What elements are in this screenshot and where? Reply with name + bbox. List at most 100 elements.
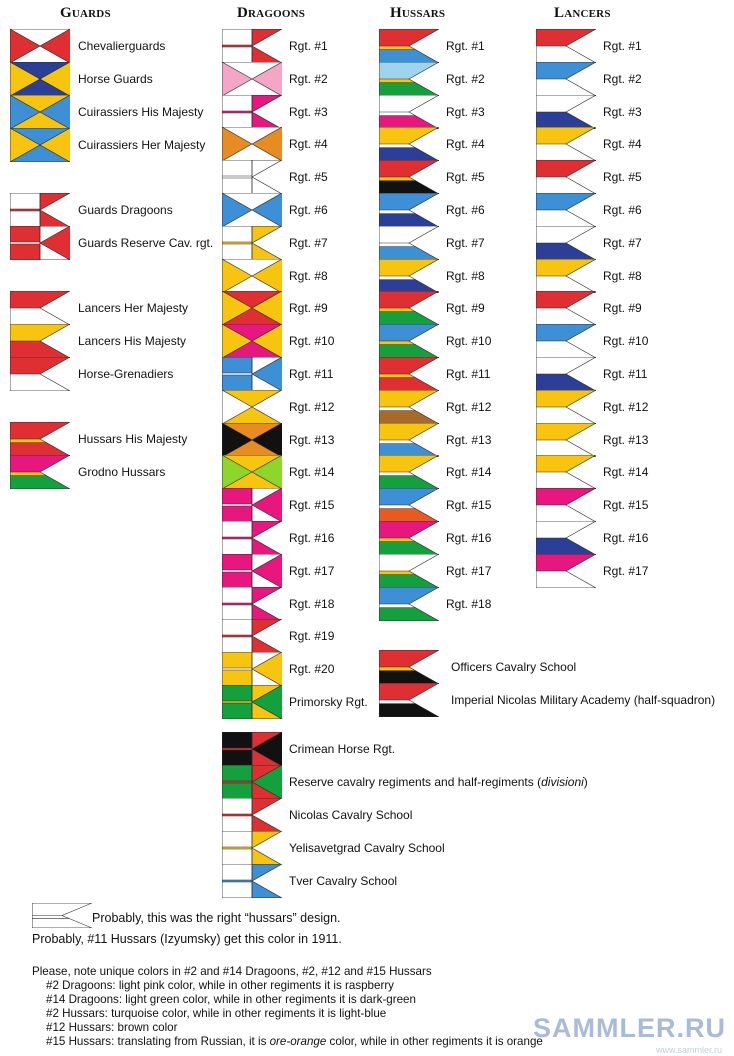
dragoons-rgt-7-flag: [221, 225, 284, 261]
lancers-rgt-17-label: Rgt. #17: [603, 563, 649, 578]
lancers-rgt-15-flag: [535, 487, 597, 523]
guards-guards-dragoons-label: Guards Dragoons: [78, 203, 173, 217]
guards-guards-reserve-cav-rgt-label: Guards Reserve Cav. rgt.: [78, 236, 214, 250]
note-line-6: #12 Hussars: brown color: [46, 1021, 178, 1034]
dragoons-rgt-4-label: Rgt. #4: [289, 137, 328, 152]
dragoons-primorsky-rgt-flag: [221, 684, 284, 720]
header-lancers: Lancers: [554, 5, 611, 21]
lancers-rgt-8-flag: [535, 258, 597, 293]
hussars-rgt-4-label: Rgt. #4: [446, 137, 485, 152]
guards-guards-reserve-cav-rgt-flag: [9, 225, 72, 261]
dragoons-tver-cavalry-school-flag: [221, 863, 284, 899]
header-guards: Guards: [60, 5, 111, 21]
hussars-rgt-11-flag: [378, 356, 440, 392]
note-line-4: #14 Dragoons: light green color, while i…: [46, 993, 416, 1006]
dragoons-rgt-18-label: Rgt. #18: [289, 596, 335, 611]
dragoons-primorsky-rgt-label: Primorsky Rgt.: [289, 695, 368, 709]
guards-cuirassiers-her-majesty-label: Cuirassiers Her Majesty: [78, 138, 206, 152]
dragoons-rgt-17-flag: [221, 553, 284, 589]
lancers-rgt-9-label: Rgt. #9: [603, 301, 642, 316]
guards-cuirassiers-her-majesty-flag: [9, 127, 71, 163]
lancers-rgt-14-label: Rgt. #14: [603, 465, 649, 480]
note-line-5: #2 Hussars: turquoise color, while in ot…: [46, 1007, 387, 1020]
lancers-rgt-4-label: Rgt. #4: [603, 137, 642, 152]
dragoons-rgt-6-label: Rgt. #6: [289, 203, 328, 217]
lancers-rgt-1-flag: [535, 28, 597, 64]
guards-chevalierguards-label: Chevalierguards: [78, 39, 166, 53]
dragoons-rgt-14-flag: [221, 454, 283, 490]
dragoons-nicolas-cavalry-school-flag: [221, 797, 284, 833]
dragoons-rgt-13-label: Rgt. #13: [289, 432, 335, 447]
dragoons-rgt-4-flag: [221, 126, 283, 162]
guards-lancers-her-majesty-label: Lancers Her Majesty: [78, 301, 189, 315]
dragoons-rgt-8-label: Rgt. #8: [289, 268, 328, 283]
hussars-rgt-14-flag: [378, 454, 440, 490]
guards-horse-guards-flag: [9, 61, 71, 97]
dragoons-crimean-horse-rgt-flag: [221, 731, 284, 767]
lancers-rgt-6-flag: [535, 192, 597, 228]
lancers-rgt-4-flag: [535, 126, 597, 162]
note-line-2: Please, note unique colors in #2 and #14…: [32, 965, 432, 978]
hussars-rgt-9-flag: [378, 290, 440, 326]
lancers-rgt-16-label: Rgt. #16: [603, 531, 649, 545]
dragoons-rgt-10-flag: [221, 323, 283, 359]
dragoons-rgt-17-label: Rgt. #17: [289, 563, 335, 578]
hussars-rgt-1-label: Rgt. #1: [446, 39, 485, 53]
guards-cuirassiers-his-majesty-label: Cuirassiers His Majesty: [78, 105, 204, 119]
lancers-rgt-11-flag: [535, 356, 597, 392]
hussars-rgt-8-label: Rgt. #8: [446, 268, 485, 283]
lancers-rgt-7-label: Rgt. #7: [603, 235, 642, 250]
hussars-rgt-13-label: Rgt. #13: [446, 432, 492, 447]
hussars-rgt-1-flag: [378, 28, 440, 64]
hussars-rgt-2-label: Rgt. #2: [446, 71, 485, 86]
guards-lancers-her-majesty-flag: [9, 290, 71, 326]
dragoons-rgt-16-flag: [221, 520, 284, 556]
hussars-imperial-nicolas-military-academy-half-squadron-flag: [378, 682, 440, 718]
hussars-rgt-6-label: Rgt. #6: [446, 203, 485, 217]
dragoons-rgt-15-flag: [221, 487, 284, 523]
dragoons-rgt-5-label: Rgt. #5: [289, 170, 328, 185]
lancers-rgt-7-flag: [535, 225, 597, 261]
lancers-rgt-2-label: Rgt. #2: [603, 71, 642, 86]
lancers-rgt-12-label: Rgt. #12: [603, 399, 649, 414]
lancers-rgt-13-flag: [535, 422, 597, 457]
hussars-rgt-4-flag: [378, 126, 440, 162]
watermark: SAMMLER.RU: [533, 1013, 726, 1043]
guards-lancers-his-majesty-label: Lancers His Majesty: [78, 334, 187, 348]
legend-sample-label: Probably, this was the right “hussars” d…: [92, 911, 341, 925]
lancers-rgt-17-flag: [535, 553, 597, 589]
dragoons-rgt-11-label: Rgt. #11: [289, 367, 334, 381]
hussars-rgt-17-label: Rgt. #17: [446, 563, 492, 578]
hussars-rgt-17-flag: [378, 553, 440, 589]
dragoons-rgt-10-label: Rgt. #10: [289, 334, 335, 349]
dragoons-rgt-15-label: Rgt. #15: [289, 498, 335, 513]
note-line-3: #2 Dragoons: light pink color, while in …: [46, 979, 394, 992]
lancers-rgt-3-flag: [535, 94, 597, 129]
lancers-rgt-12-flag: [535, 389, 597, 425]
dragoons-rgt-20-label: Rgt. #20: [289, 662, 335, 677]
dragoons-rgt-12-flag: [221, 389, 283, 425]
guards-guards-dragoons-flag: [9, 192, 72, 228]
guards-hussars-his-majesty-flag: [9, 421, 71, 457]
lancers-rgt-6-label: Rgt. #6: [603, 203, 642, 217]
lancers-rgt-11-label: Rgt. #11: [603, 367, 648, 381]
lancers-rgt-15-label: Rgt. #15: [603, 498, 649, 513]
guards-horse-grenadiers-flag: [9, 356, 71, 392]
dragoons-rgt-1-flag: [221, 28, 284, 64]
lancers-rgt-14-flag: [535, 454, 597, 490]
dragoons-rgt-2-flag: [221, 61, 283, 97]
hussars-rgt-10-label: Rgt. #10: [446, 334, 492, 349]
hussars-rgt-14-label: Rgt. #14: [446, 465, 492, 480]
lancers-rgt-8-label: Rgt. #8: [603, 268, 642, 283]
dragoons-yelisavetgrad-cavalry-school-label: Yelisavetgrad Cavalry School: [289, 841, 445, 855]
dragoons-rgt-9-flag: [221, 290, 283, 326]
hussars-rgt-15-label: Rgt. #15: [446, 498, 492, 513]
lancers-rgt-2-flag: [535, 61, 597, 97]
dragoons-rgt-14-label: Rgt. #14: [289, 465, 335, 480]
note-line-7: #15 Hussars: translating from Russian, i…: [46, 1035, 543, 1048]
guards-horse-guards-label: Horse Guards: [78, 72, 153, 86]
hussars-rgt-16-label: Rgt. #16: [446, 531, 492, 545]
lancers-rgt-16-flag: [535, 520, 597, 556]
dragoons-rgt-19-label: Rgt. #19: [289, 629, 335, 644]
hussars-rgt-5-flag: [378, 159, 440, 195]
